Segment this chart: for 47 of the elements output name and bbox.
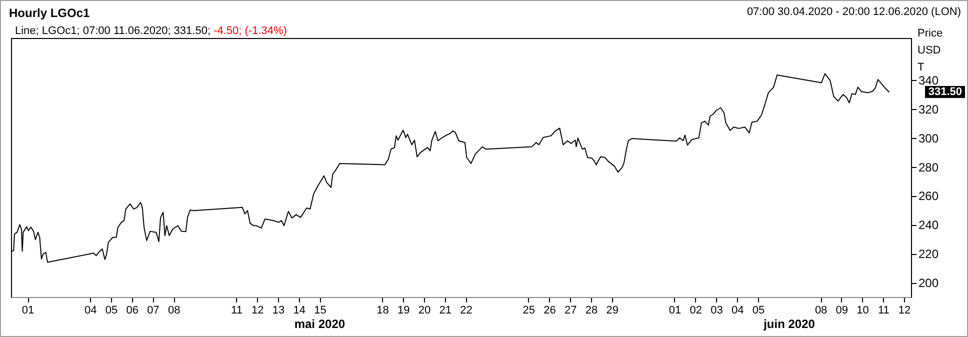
x-tick-label: 14 (293, 304, 306, 316)
y-tick-label: 220 (918, 247, 939, 262)
x-tick-label: 27 (564, 304, 577, 316)
x-tick-label: 05 (105, 304, 118, 316)
x-tick-label: 07 (147, 304, 160, 316)
x-tick-label: 06 (126, 304, 138, 316)
x-tick-label: 15 (314, 304, 326, 316)
chart-title: Hourly LGOc1 (9, 6, 90, 20)
text: -4.50; (-1.34%) (214, 25, 287, 37)
text: juin 2020 (764, 317, 815, 331)
x-tick-label: 13 (272, 304, 285, 316)
x-tick-label: 12 (251, 304, 264, 316)
text: mai 2020 (294, 317, 346, 331)
x-tick-label: 03 (710, 304, 723, 316)
x-tick-label: 29 (606, 304, 618, 316)
text: Line; LGOc1; 07:00 11.06.2020; 331.50; (15, 25, 212, 37)
x-tick-label: 22 (460, 304, 472, 316)
x-tick-label: 12 (898, 304, 911, 316)
x-tick-label: 25 (522, 304, 536, 316)
y-tick-label: 200 (918, 276, 939, 290)
y-tick-label: 260 (918, 189, 939, 204)
text: 331.50 (925, 86, 965, 98)
y-tick-label: 320 (918, 102, 939, 116)
y-tick-label: 280 (918, 160, 939, 174)
x-tick-label: 08 (814, 304, 828, 316)
y-tick-label: 300 (918, 131, 939, 146)
x-tick-label: 01 (668, 304, 682, 316)
x-tick-label: 05 (752, 304, 765, 316)
x-tick-label: 21 (439, 304, 452, 316)
x-tick-label: 28 (585, 304, 598, 316)
y-tick-label: 340 (918, 73, 939, 88)
x-tick-label: 09 (836, 304, 848, 316)
chart-subtitle: 07:00 30.04.2020 - 20:00 12.06.2020 (LON) (746, 6, 961, 18)
y-tick-label: 240 (918, 218, 939, 232)
x-tick-label: 08 (168, 304, 180, 316)
x-tick-label: 10 (856, 304, 869, 316)
x-tick-label: 04 (84, 304, 97, 316)
x-tick-label: 11 (231, 304, 242, 316)
x-tick-label: 02 (690, 304, 702, 316)
x-tick-label: 04 (731, 304, 744, 316)
x-tick-label: 26 (544, 304, 556, 316)
x-tick-label: 01 (22, 304, 34, 316)
x-tick-label: 18 (376, 304, 389, 316)
x-tick-label: 20 (418, 304, 431, 316)
x-tick-label: 19 (398, 304, 410, 316)
y-axis-title: Price USD T (918, 28, 943, 74)
x-tick-label: 11 (878, 304, 890, 316)
